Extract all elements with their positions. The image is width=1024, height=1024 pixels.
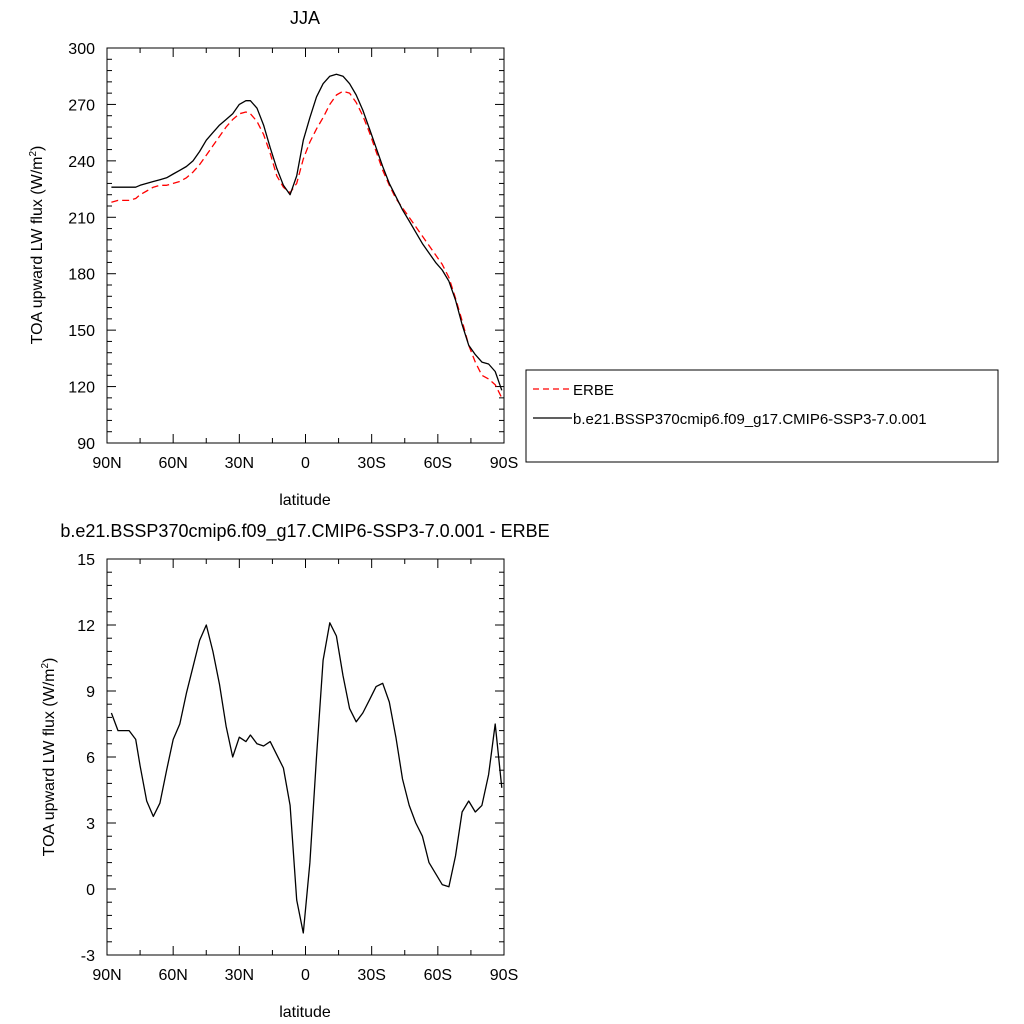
bottom-plot-frame (106, 558, 505, 956)
y-tick-label: 240 (68, 154, 95, 171)
top-y-axis-label-main: TOA upward LW flux (W/m (29, 157, 46, 345)
bottom-y-tick-labels: -3 0 3 6 9 12 15 (77, 552, 95, 965)
bottom-y-axis-label-tail: ) (41, 658, 58, 663)
y-tick-label: -3 (81, 948, 95, 965)
y-tick-label: 270 (68, 97, 95, 114)
x-tick-label: 60S (424, 967, 452, 984)
y-tick-label: 9 (86, 684, 95, 701)
bottom-y-axis-label-sup: 2 (40, 663, 51, 669)
y-tick-label: 6 (86, 750, 95, 767)
top-plot-frame (106, 47, 505, 444)
y-tick-label: 180 (68, 267, 95, 284)
y-tick-label: 0 (86, 882, 95, 899)
top-series-line-0 (111, 90, 503, 399)
x-tick-label: 60S (424, 455, 452, 472)
x-tick-label: 30S (357, 967, 385, 984)
y-tick-label: 300 (68, 41, 95, 58)
bottom-x-tick-labels: 90N 60N 30N 0 30S 60S 90S (92, 967, 518, 984)
x-tick-label: 60N (158, 455, 187, 472)
bottom-x-axis-label: latitude (279, 1004, 331, 1021)
x-tick-label: 30N (225, 455, 254, 472)
top-chart-title: JJA (290, 8, 320, 28)
top-y-axis-label-sup: 2 (28, 151, 39, 157)
top-legend: ERBE b.e21.BSSP370cmip6.f09_g17.CMIP6-SS… (525, 369, 999, 463)
bottom-y-axis-label: TOA upward LW flux (W/m2) (40, 658, 58, 857)
y-tick-label: 15 (77, 552, 95, 569)
x-tick-label: 0 (301, 455, 310, 472)
top-y-axis-label-tail: ) (29, 146, 46, 151)
y-tick-label: 210 (68, 210, 95, 227)
bottom-y-axis-label-main: TOA upward LW flux (W/m (41, 669, 58, 857)
y-tick-label: 12 (77, 618, 95, 635)
x-tick-label: 90N (92, 455, 121, 472)
bottom-chart: b.e21.BSSP370cmip6.f09_g17.CMIP6-SSP3-7.… (40, 521, 550, 1021)
top-x-axis-label: latitude (279, 492, 331, 509)
bot-series-line-0 (110, 622, 503, 934)
x-tick-label: 90N (92, 967, 121, 984)
legend-label-erbe: ERBE (573, 382, 614, 399)
legend-box (525, 369, 999, 463)
y-tick-label: 90 (77, 436, 95, 453)
x-tick-label: 60N (158, 967, 187, 984)
bottom-ticks (106, 558, 505, 956)
x-tick-label: 30S (357, 455, 385, 472)
top-series-lines (111, 73, 503, 399)
y-tick-label: 150 (68, 323, 95, 340)
y-tick-label: 120 (68, 380, 95, 397)
bottom-series-lines (110, 622, 503, 934)
x-tick-label: 0 (301, 967, 310, 984)
top-chart: JJA 90 120 150 180 210 240 270 300 90N 60N 30N 0 30… (28, 8, 999, 509)
x-tick-label: 30N (225, 967, 254, 984)
bottom-chart-title: b.e21.BSSP370cmip6.f09_g17.CMIP6-SSP3-7.… (60, 521, 549, 542)
legend-label-model: b.e21.BSSP370cmip6.f09_g17.CMIP6-SSP3-7.… (573, 411, 927, 428)
y-tick-label: 3 (86, 816, 95, 833)
top-x-tick-labels: 90N 60N 30N 0 30S 60S 90S (92, 455, 518, 472)
top-ticks (106, 47, 505, 444)
top-series-line-1 (111, 73, 503, 391)
top-y-axis-label: TOA upward LW flux (W/m2) (28, 146, 46, 345)
x-tick-label: 90S (490, 455, 518, 472)
top-y-tick-labels: 90 120 150 180 210 240 270 300 (68, 41, 95, 453)
x-tick-label: 90S (490, 967, 518, 984)
